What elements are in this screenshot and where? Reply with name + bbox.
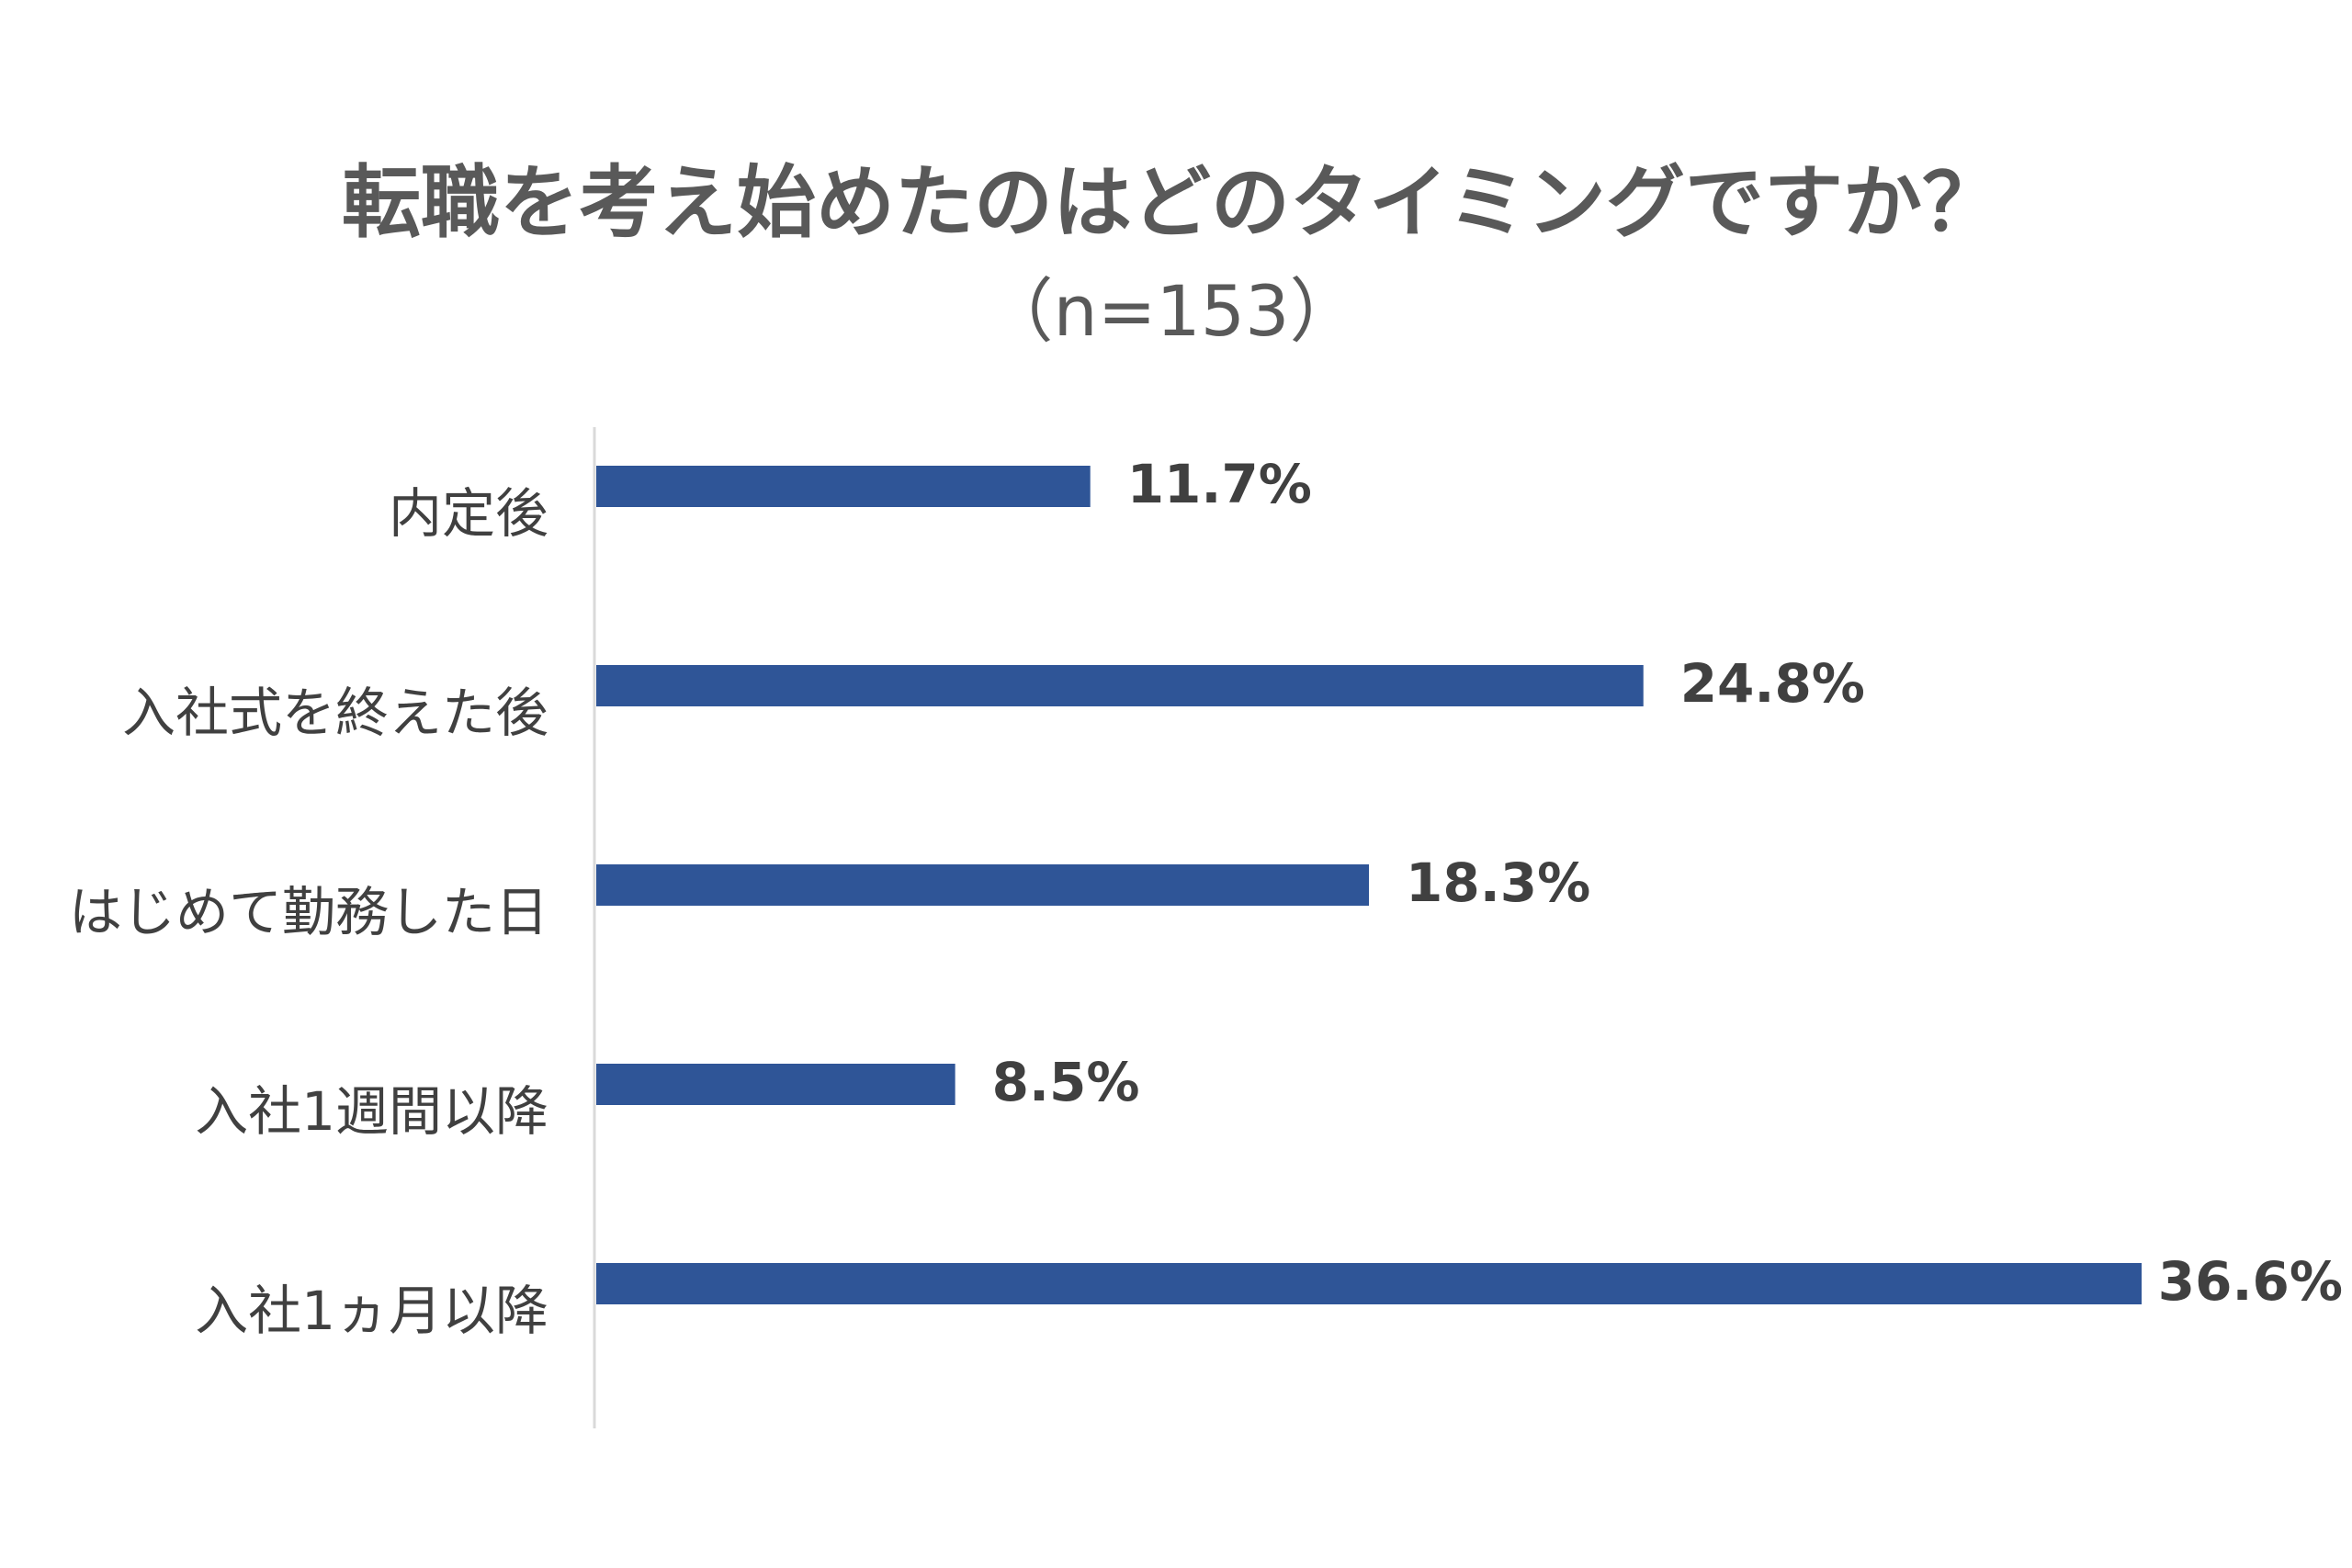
category-label-4: 入社1週間以降 bbox=[195, 1080, 548, 1143]
category-label-3: はじめて勤務した日 bbox=[69, 881, 548, 943]
chart-title: 転職を考え始めたのはどのタイミングですか？ bbox=[342, 157, 2001, 249]
bar-5 bbox=[596, 1263, 2142, 1304]
bar-3 bbox=[596, 864, 1369, 906]
bars-group bbox=[596, 466, 2142, 1304]
value-label-2: 24.8% bbox=[1680, 652, 1865, 715]
value-label-3: 18.3% bbox=[1406, 852, 1590, 914]
bar-4 bbox=[596, 1064, 956, 1105]
bar-1 bbox=[596, 466, 1091, 507]
category-label-5: 入社1ヵ月以降 bbox=[195, 1280, 548, 1342]
value-label-4: 8.5% bbox=[992, 1051, 1140, 1113]
category-label-1: 内定後 bbox=[389, 482, 548, 545]
value-label-5: 36.6% bbox=[2158, 1250, 2343, 1313]
bar-2 bbox=[596, 665, 1644, 706]
category-label-2: 入社式を終えた後 bbox=[122, 682, 548, 744]
chart-subtitle: （n=153） bbox=[984, 270, 1360, 352]
value-label-1: 11.7% bbox=[1127, 453, 1312, 515]
value-labels-group: 11.7% 24.8% 18.3% 8.5% 36.6% bbox=[992, 453, 2343, 1313]
